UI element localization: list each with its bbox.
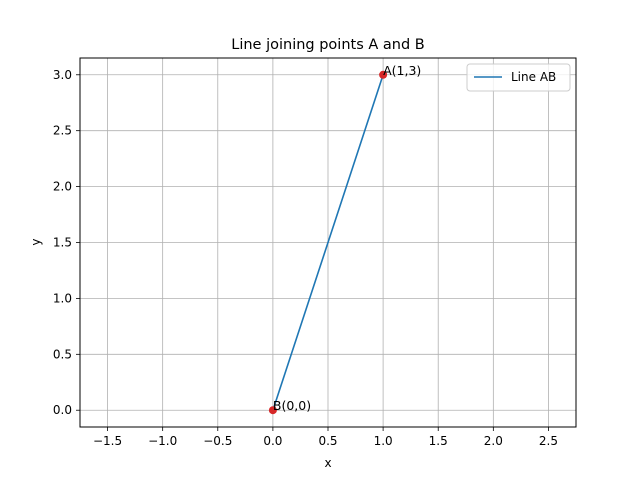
- point-annotation: B(0,0): [273, 398, 311, 413]
- point-annotation: A(1,3): [383, 63, 421, 78]
- legend: Line AB: [466, 63, 571, 92]
- x-tick-label: 2.0: [484, 434, 503, 448]
- x-tick-label: −1.0: [148, 434, 177, 448]
- x-tick-label: 0.5: [318, 434, 337, 448]
- x-axis-ticks: −1.5 −1.0 −0.5 0.0 0.5 1.0 1.5 2.0 2.5: [93, 427, 558, 448]
- series-layer: [272, 74, 384, 411]
- plot-area: −1.5 −1.0 −0.5 0.0 0.5 1.0 1.5 2.0 2.5 0.0 0.5 1.0…: [53, 57, 577, 448]
- y-tick-label: 0.0: [53, 403, 72, 417]
- point-marker: [379, 70, 388, 79]
- chart-title: Line joining points A and B: [231, 37, 424, 53]
- axes-frame: [79, 57, 577, 428]
- x-tick-label: 0.0: [263, 434, 282, 448]
- y-tick-label: 1.5: [53, 236, 72, 250]
- x-tick-label: −0.5: [203, 434, 232, 448]
- y-axis-label: y: [29, 238, 43, 245]
- x-tick-label: 2.5: [539, 434, 558, 448]
- legend-box: [466, 63, 571, 92]
- y-tick-label: 2.5: [53, 124, 72, 138]
- x-tick-label: −1.5: [93, 434, 122, 448]
- series-line-ab: [272, 74, 384, 411]
- x-tick-label: 1.5: [429, 434, 448, 448]
- point-marker: [268, 406, 277, 415]
- legend-entry-line-ab: Line AB: [511, 70, 556, 84]
- y-tick-label: 0.5: [53, 347, 72, 361]
- y-axis-ticks: 0.0 0.5 1.0 1.5 2.0 2.5 3.0: [53, 68, 80, 417]
- y-tick-label: 3.0: [53, 68, 72, 82]
- grid: [80, 58, 576, 427]
- y-tick-label: 1.0: [53, 291, 72, 305]
- y-tick-label: 2.0: [53, 180, 72, 194]
- points-layer: A(1,3) B(0,0): [268, 63, 421, 415]
- x-axis-label: x: [324, 456, 331, 470]
- x-tick-label: 1.0: [374, 434, 393, 448]
